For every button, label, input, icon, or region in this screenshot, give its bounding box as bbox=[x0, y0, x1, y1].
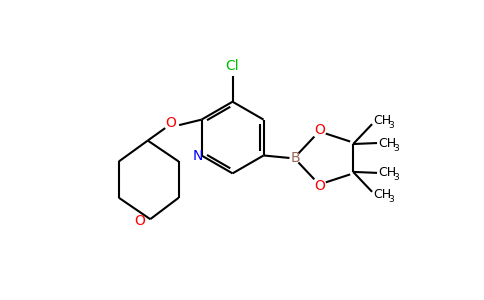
Text: 3: 3 bbox=[393, 173, 399, 182]
Text: N: N bbox=[192, 149, 203, 164]
Text: Cl: Cl bbox=[226, 59, 240, 73]
Text: CH: CH bbox=[373, 188, 391, 201]
Text: 3: 3 bbox=[393, 143, 399, 152]
Text: O: O bbox=[134, 214, 145, 228]
Text: CH: CH bbox=[378, 136, 396, 149]
Text: O: O bbox=[314, 123, 325, 136]
Text: O: O bbox=[165, 116, 176, 130]
Text: B: B bbox=[290, 151, 300, 165]
Text: 3: 3 bbox=[388, 195, 394, 204]
Text: 3: 3 bbox=[388, 121, 394, 130]
Text: O: O bbox=[314, 179, 325, 193]
Text: CH: CH bbox=[373, 114, 391, 127]
Text: CH: CH bbox=[378, 167, 396, 179]
